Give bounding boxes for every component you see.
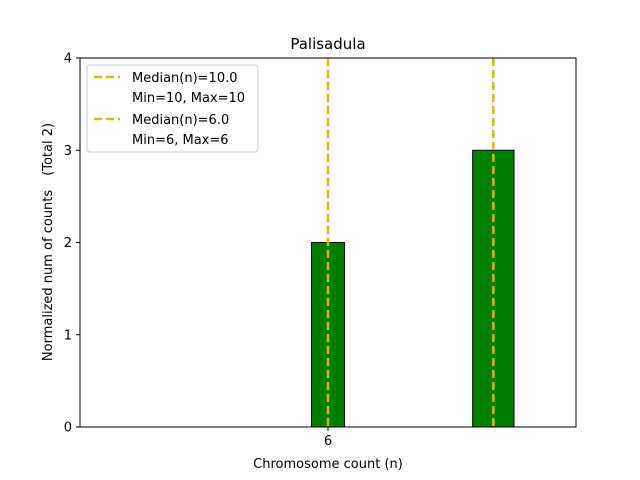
x-axis-label: Chromosome count (n) bbox=[253, 457, 403, 472]
y-tick-label: 1 bbox=[64, 328, 72, 343]
legend-entry-1-label: Median(n)=10.0 bbox=[132, 71, 238, 86]
y-axis-label-total: (Total 2) bbox=[41, 123, 56, 176]
bars-layer bbox=[310, 149, 515, 428]
y-axis-label-main: Normalized num of counts bbox=[41, 190, 56, 361]
legend: Median(n)=10.0 Min=10, Max=10 Median(n)=… bbox=[86, 64, 259, 153]
y-tick-label: 3 bbox=[64, 144, 72, 159]
y-tick-label: 2 bbox=[64, 236, 72, 251]
y-axis-label: Normalized num of counts (Total 2) bbox=[41, 123, 56, 361]
chart-title: Palisadula bbox=[290, 35, 365, 53]
legend-entry-2-range: Min=6, Max=6 bbox=[132, 133, 229, 148]
y-tick-label: 4 bbox=[64, 52, 72, 67]
legend-box bbox=[86, 64, 259, 153]
legend-entry-1-range: Min=10, Max=10 bbox=[132, 91, 245, 106]
y-tick-label: 0 bbox=[64, 421, 72, 436]
y-axis: 0 1 2 3 4 bbox=[64, 52, 80, 436]
x-tick-label: 6 bbox=[324, 434, 332, 449]
legend-entry-2-label: Median(n)=6.0 bbox=[132, 113, 229, 128]
x-axis: 6 bbox=[324, 427, 332, 449]
median-lines-layer bbox=[326, 58, 495, 427]
